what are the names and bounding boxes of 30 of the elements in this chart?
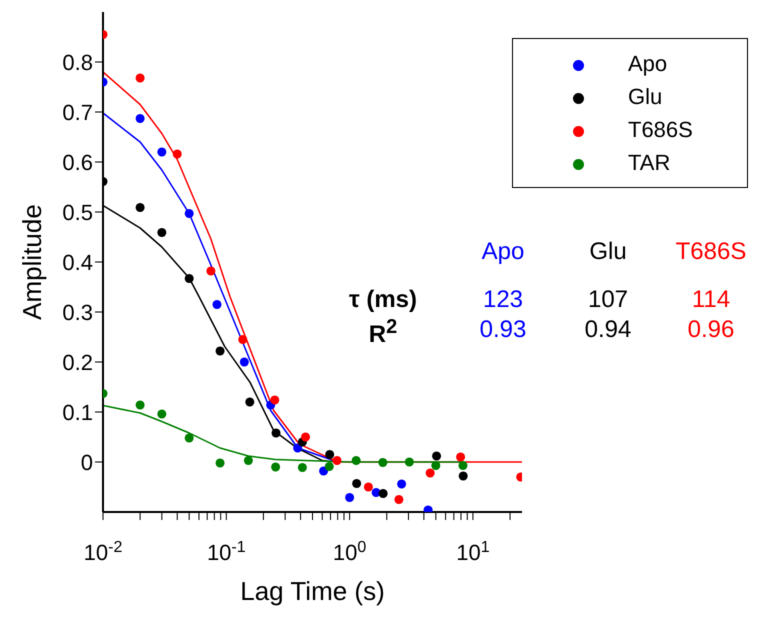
- y-tick-label: 0.6: [62, 150, 93, 175]
- y-tick-label: 0: [80, 450, 93, 475]
- y-tick-label: 0.1: [62, 400, 93, 425]
- text: 107: [586, 286, 630, 314]
- text: 114: [690, 286, 732, 314]
- y-tick-label: 0.8: [62, 50, 93, 75]
- annotation: 0.93: [478, 316, 528, 344]
- annotation: 123: [482, 286, 524, 314]
- annotation: R$^{2}$: [368, 316, 398, 349]
- x-tick-label: 10$^{-1}$: [206, 538, 246, 565]
- x-tick-label: 10$^{-2}$: [84, 538, 122, 565]
- x-axis-title: Lag Time (s): [240, 576, 385, 606]
- text: 0.96: [686, 316, 736, 344]
- y-axis-title: Amplitude: [17, 204, 48, 320]
- x-tick-label: 10$^{1}$: [456, 538, 490, 565]
- y-tick-label: 0.4: [62, 250, 93, 275]
- text: T686S: [674, 238, 748, 266]
- y-tick-label: 0.2: [62, 350, 93, 375]
- legend-label: Glu: [628, 84, 662, 109]
- text: Glu: [588, 238, 628, 266]
- x-tick-label: 10$^{0}$: [332, 538, 366, 565]
- annotation: τ (ms): [348, 286, 418, 314]
- y-tick-label: 0.3: [62, 300, 93, 325]
- text: 0.94: [584, 316, 632, 344]
- annotation: Apo: [480, 238, 526, 266]
- legend-label: TAR: [628, 150, 670, 175]
- y-tick-label: 0.7: [62, 100, 93, 125]
- y-tick-label: 0.5: [62, 200, 93, 225]
- legend-label: T686S: [628, 117, 693, 142]
- legend-label: Apo: [628, 51, 668, 76]
